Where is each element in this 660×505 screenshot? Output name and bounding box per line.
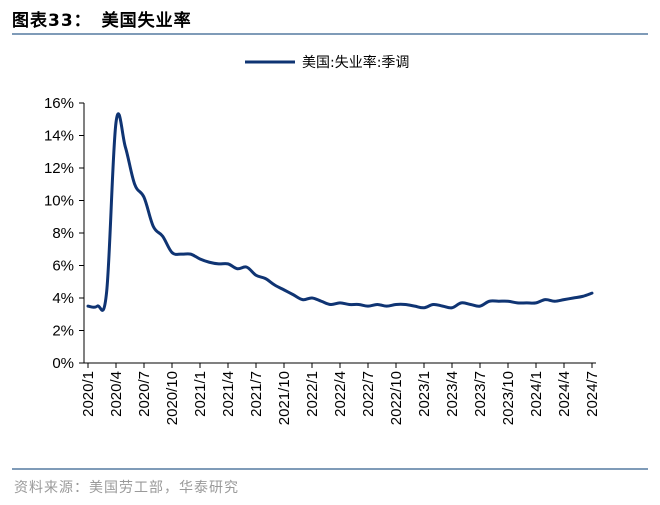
x-tick-label: 2023/4 — [444, 371, 461, 417]
x-tick-label: 2021/7 — [248, 371, 265, 417]
x-tick-label: 2023/7 — [472, 371, 489, 417]
figure-title: 图表33： 美国失业率 — [12, 6, 192, 31]
x-tick-label: 2021/10 — [276, 371, 293, 425]
x-tick-label: 2021/4 — [220, 371, 237, 417]
bottom-divider — [12, 468, 648, 470]
y-tick-label: 12% — [44, 160, 74, 177]
x-tick-label: 2021/1 — [192, 371, 209, 417]
x-axis: 2020/1 2020/4 2020/7 2020/10 2021/1 2021/4 202… — [80, 362, 601, 425]
y-tick-label: 2% — [52, 323, 74, 340]
legend-label: 美国:失业率:季调 — [302, 54, 409, 71]
x-tick-label: 2024/4 — [556, 371, 573, 417]
x-tick-label: 2024/1 — [528, 371, 545, 417]
x-tick-label: 2020/1 — [80, 371, 97, 417]
x-tick-label: 2022/1 — [304, 371, 321, 417]
y-axis: 0% 2% 4% 6% 8% 10% 12% 14% 16% — [44, 95, 85, 372]
x-tick-label: 2022/7 — [360, 371, 377, 417]
y-tick-label: 4% — [52, 290, 74, 307]
y-tick-label: 0% — [52, 355, 74, 372]
x-tick-label: 2024/7 — [584, 371, 601, 417]
legend: 美国:失业率:季调 — [245, 54, 409, 71]
y-tick-label: 16% — [44, 95, 74, 112]
y-tick-label: 10% — [44, 193, 74, 210]
x-tick-label: 2020/10 — [164, 371, 181, 425]
x-tick-label: 2020/7 — [136, 371, 153, 417]
top-divider — [12, 33, 648, 35]
figure-label: 图表33： — [12, 11, 92, 31]
source-note: 资料来源：美国劳工部，华泰研究 — [14, 480, 239, 496]
y-tick-label: 14% — [44, 128, 74, 145]
x-tick-label: 2022/4 — [332, 371, 349, 417]
y-tick-label: 6% — [52, 258, 74, 275]
y-tick-label: 8% — [52, 225, 74, 242]
x-tick-label: 2023/1 — [416, 371, 433, 417]
x-tick-label: 2023/10 — [500, 371, 517, 425]
series-line-unemployment-rate — [86, 112, 594, 312]
x-tick-label: 2022/10 — [388, 371, 405, 425]
figure-title-text: 美国失业率 — [101, 11, 192, 31]
x-tick-label: 2020/4 — [108, 371, 125, 417]
